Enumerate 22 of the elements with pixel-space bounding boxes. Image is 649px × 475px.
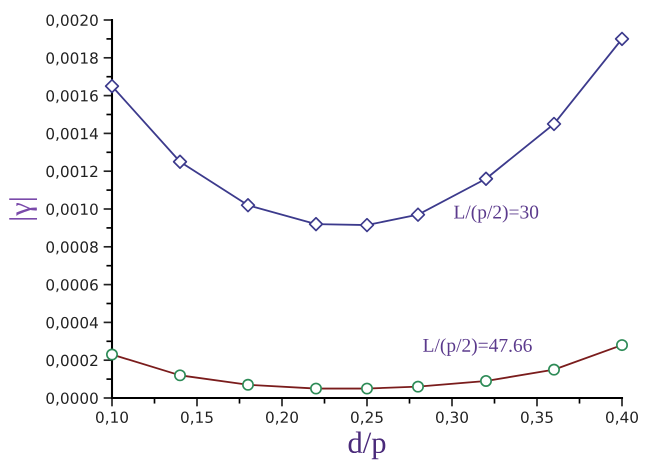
x-tick-label: 0,40: [606, 411, 638, 425]
y-tick-label: 0,0018: [46, 52, 98, 66]
y-tick-label: 0,0014: [46, 128, 98, 141]
x-tick-label: 0,20: [266, 411, 298, 425]
y-tick-label: 0,0010: [46, 203, 98, 217]
y-axis-title: |γ|: [9, 198, 38, 220]
y-tick-label: 0,0006: [46, 279, 98, 292]
x-tick-label: 0,30: [436, 411, 468, 425]
x-tick-label: 0,25: [351, 411, 383, 425]
x-axis-title: d/p: [348, 432, 386, 460]
x-tick-label: 0,10: [96, 411, 128, 425]
x-tick-label: 0,15: [181, 411, 213, 425]
series-label: L/(p/2)=30: [454, 204, 538, 223]
y-tick-label: 0,0000: [46, 392, 98, 406]
y-tick-label: 0,0002: [46, 354, 98, 368]
series-label: L/(p/2)=47.66: [423, 338, 532, 356]
y-tick-label: 0,0016: [46, 90, 98, 104]
y-tick-label: 0,0012: [46, 166, 98, 179]
y-tick-label: 0,0020: [46, 14, 98, 28]
y-tick-label: 0,0008: [46, 241, 98, 254]
x-tick-label: 0,35: [521, 411, 553, 425]
y-tick-label: 0,0004: [46, 316, 98, 330]
